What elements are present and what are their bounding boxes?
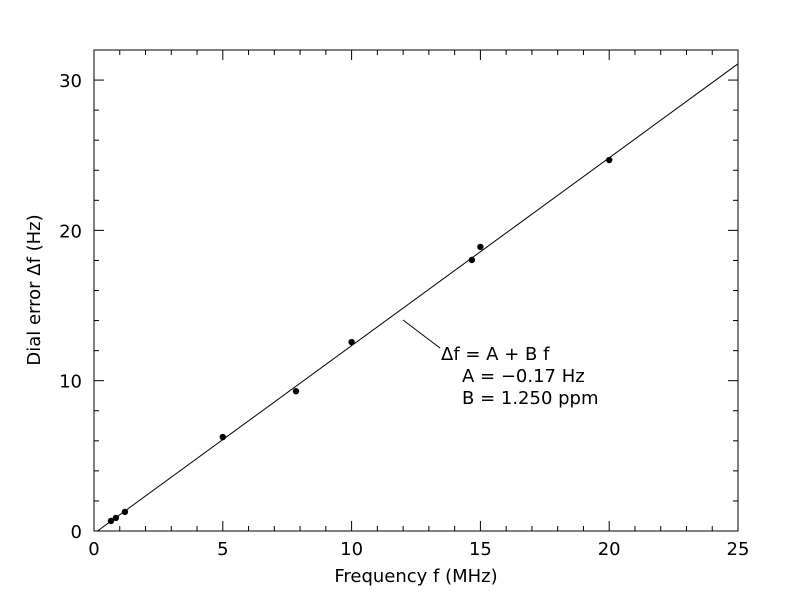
data-point [112,514,120,522]
x-tick-label: 15 [469,539,492,560]
y-tick-label: 20 [59,221,82,242]
data-point [107,517,115,525]
data-point [121,508,129,516]
x-tick-label: 10 [340,539,363,560]
x-tick-label: 0 [88,539,99,560]
x-tick-label: 25 [727,539,750,560]
y-tick-label: 10 [59,372,82,393]
annotation-b-value: B = 1.250 ppm [462,388,599,409]
x-tick-label: 5 [217,539,228,560]
y-axis-label: Dial error Δf (Hz) [24,214,45,365]
data-point [468,256,476,264]
data-point [477,243,484,251]
annotation-equation: Δf = A + B f [441,344,550,365]
annotation-leader-line [402,319,441,349]
fit-line [97,63,739,532]
y-tick-label: 0 [71,522,82,543]
data-point [292,388,300,395]
data-point [606,156,613,164]
x-tick-label: 20 [598,539,621,560]
annotation-a-value: A = −0.17 Hz [462,366,585,387]
data-point [219,433,226,441]
y-tick-label: 30 [59,71,82,92]
data-point [348,338,355,346]
x-axis-label: Frequency f (MHz) [334,566,497,587]
plot-frame [93,49,739,532]
